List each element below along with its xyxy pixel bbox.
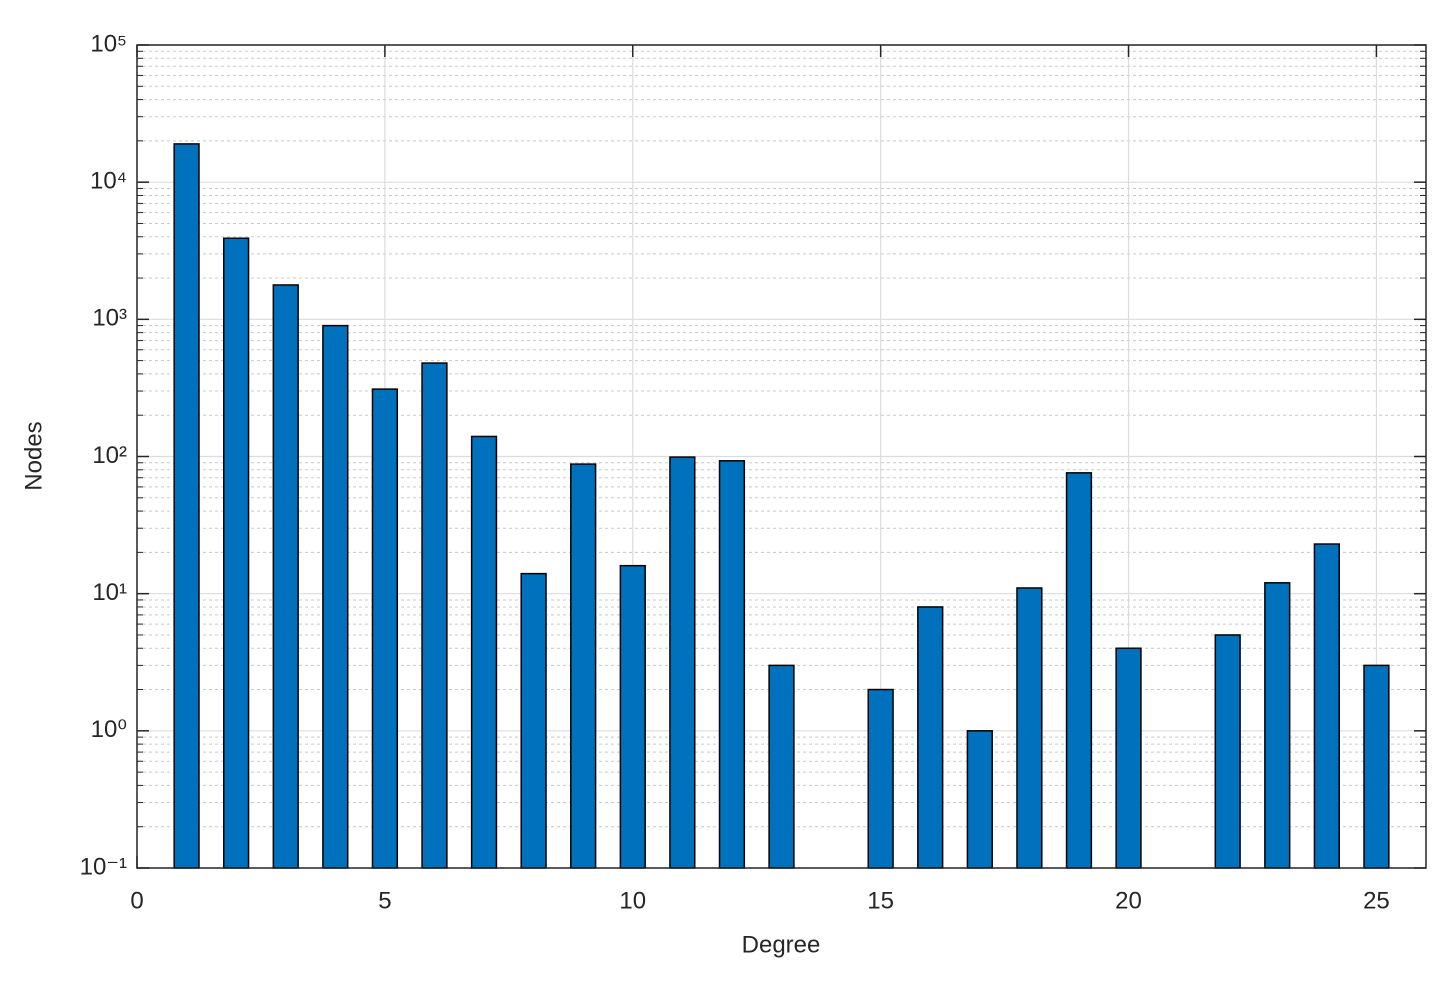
y-tick-label: 10⁵ [90,30,127,57]
x-tick-label: 15 [867,887,894,914]
bar [520,572,547,869]
bar [768,664,795,869]
bar [966,730,993,869]
bar [917,606,944,869]
bar [1264,582,1291,869]
bar [272,284,299,869]
bar [223,237,250,869]
bar [421,362,448,869]
y-axis-label: Nodes [20,421,47,490]
bar [1363,664,1390,869]
bar [1115,647,1142,869]
x-tick-label: 0 [130,887,143,914]
y-tick-label: 10⁰ [91,716,127,743]
y-tick-label: 10³ [92,305,127,332]
bar [1313,543,1340,869]
y-tick-label: 10⁴ [90,168,127,195]
x-tick-label: 20 [1115,887,1142,914]
bar [371,388,399,869]
bar [669,456,696,869]
bar [470,435,498,869]
bar [1214,634,1241,869]
bar [867,688,894,869]
bar [570,463,597,869]
plot-frame [136,44,1427,869]
bar [1065,472,1093,869]
x-tick-label: 25 [1363,887,1390,914]
bar [173,143,200,869]
bar [322,324,349,869]
y-tick-label: 10¹ [92,579,127,606]
x-axis-label: Degree [742,931,821,958]
y-tick-label: 10² [92,442,127,469]
bar [619,564,646,869]
bar [1016,587,1043,869]
x-tick-label: 5 [378,887,391,914]
x-tick-label: 10 [619,887,646,914]
y-tick-label: 10⁻¹ [80,853,127,880]
bar [718,460,746,869]
